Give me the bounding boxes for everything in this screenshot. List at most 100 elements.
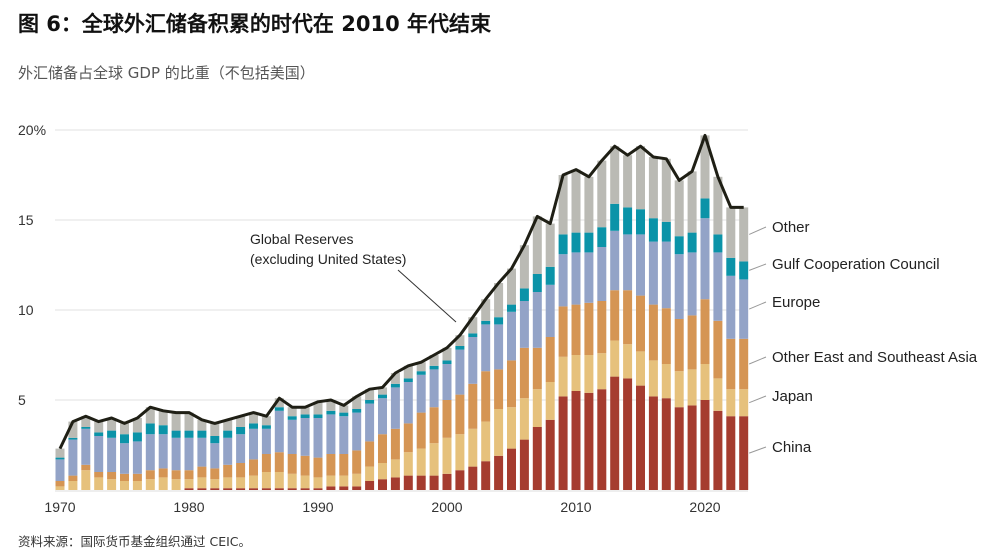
bar-other-east-and-southeast-asia-2018 xyxy=(675,319,684,371)
bar-china-1998 xyxy=(417,476,426,490)
bar-other-1978 xyxy=(159,411,168,425)
bar-other-east-and-southeast-asia-2001 xyxy=(455,395,464,435)
bar-europe-1984 xyxy=(236,434,245,463)
bar-europe-1979 xyxy=(172,438,181,470)
bar-japan-1982 xyxy=(210,479,219,488)
bar-europe-2017 xyxy=(662,242,671,309)
bar-japan-2016 xyxy=(649,360,658,396)
x-tick-label: 2000 xyxy=(431,499,462,515)
bar-china-1986 xyxy=(262,488,271,490)
legend-label: Gulf Cooperation Council xyxy=(772,256,940,273)
bar-europe-2006 xyxy=(520,301,529,348)
bar-japan-2015 xyxy=(636,351,645,385)
bar-gulf-cooperation-council-2007 xyxy=(533,274,542,292)
legend-leader xyxy=(749,357,766,364)
bar-europe-1997 xyxy=(404,382,413,423)
bar-europe-2011 xyxy=(584,252,593,302)
bar-other-east-and-southeast-asia-2002 xyxy=(468,384,477,429)
bar-europe-1980 xyxy=(185,438,194,470)
bar-china-2000 xyxy=(443,474,452,490)
x-tick-label: 1990 xyxy=(302,499,333,515)
bar-europe-2020 xyxy=(701,218,710,299)
bar-japan-1978 xyxy=(159,477,168,490)
bar-japan-1975 xyxy=(120,481,129,490)
bar-japan-1970 xyxy=(56,486,65,490)
bar-japan-2002 xyxy=(468,429,477,467)
bar-europe-1990 xyxy=(314,418,323,458)
bar-other-2015 xyxy=(636,146,645,209)
bar-gulf-cooperation-council-1977 xyxy=(146,423,155,434)
bar-gulf-cooperation-council-1971 xyxy=(68,438,77,440)
bar-gulf-cooperation-council-1993 xyxy=(352,409,361,413)
bar-japan-1973 xyxy=(94,477,103,490)
bar-china-2007 xyxy=(533,427,542,490)
bar-china-1980 xyxy=(185,488,194,490)
bar-gulf-cooperation-council-1992 xyxy=(339,413,348,417)
bar-china-2022 xyxy=(726,416,735,490)
bar-other-east-and-southeast-asia-1976 xyxy=(133,474,142,481)
legend-label: Other East and Southeast Asia xyxy=(772,349,978,366)
bar-europe-1981 xyxy=(197,438,206,467)
bar-europe-1973 xyxy=(94,436,103,472)
bar-gulf-cooperation-council-2013 xyxy=(610,204,619,231)
bar-gulf-cooperation-council-1988 xyxy=(288,416,297,420)
annotation-line-2: (excluding United States) xyxy=(250,251,406,267)
bar-japan-1974 xyxy=(107,479,116,490)
bar-europe-1977 xyxy=(146,434,155,470)
bar-other-2010 xyxy=(572,170,581,233)
bar-europe-2022 xyxy=(726,276,735,339)
bar-other-east-and-southeast-asia-2010 xyxy=(572,305,581,355)
annotation-line-1: Global Reserves xyxy=(250,231,354,247)
bar-europe-1983 xyxy=(223,438,232,465)
bar-gulf-cooperation-council-2020 xyxy=(701,198,710,218)
bar-gulf-cooperation-council-2004 xyxy=(494,317,503,324)
bar-china-2005 xyxy=(507,449,516,490)
bar-china-2013 xyxy=(610,377,619,490)
bar-other-2013 xyxy=(610,146,619,204)
bar-gulf-cooperation-council-2016 xyxy=(649,218,658,241)
bar-japan-1993 xyxy=(352,474,361,487)
bar-other-2023 xyxy=(739,207,748,261)
bar-other-east-and-southeast-asia-1978 xyxy=(159,468,168,477)
bar-japan-1997 xyxy=(404,452,413,475)
bar-gulf-cooperation-council-1978 xyxy=(159,425,168,434)
bar-china-1997 xyxy=(404,476,413,490)
bar-other-east-and-southeast-asia-1995 xyxy=(378,434,387,463)
bar-japan-1991 xyxy=(326,476,335,487)
bar-china-2003 xyxy=(481,461,490,490)
bar-europe-1976 xyxy=(133,441,142,473)
bar-japan-2001 xyxy=(455,434,464,470)
bar-europe-1986 xyxy=(262,429,271,454)
bar-japan-2020 xyxy=(701,364,710,400)
bar-china-2008 xyxy=(546,420,555,490)
bar-other-east-and-southeast-asia-1992 xyxy=(339,454,348,476)
bar-japan-1977 xyxy=(146,479,155,490)
bar-gulf-cooperation-council-1982 xyxy=(210,436,219,443)
legend-leader xyxy=(749,302,766,309)
bar-other-east-and-southeast-asia-1982 xyxy=(210,468,219,479)
bar-china-2006 xyxy=(520,440,529,490)
bar-other-east-and-southeast-asia-2007 xyxy=(533,348,542,389)
bar-other-east-and-southeast-asia-1999 xyxy=(430,407,439,443)
bar-other-east-and-southeast-asia-1985 xyxy=(249,459,258,475)
bar-china-1983 xyxy=(223,488,232,490)
bar-gulf-cooperation-council-2003 xyxy=(481,321,490,325)
bar-other-east-and-southeast-asia-1997 xyxy=(404,423,413,452)
bar-gulf-cooperation-council-1972 xyxy=(81,427,90,429)
bar-japan-1989 xyxy=(301,476,310,489)
bar-other-east-and-southeast-asia-1994 xyxy=(365,441,374,466)
bar-japan-2014 xyxy=(623,344,632,378)
bar-europe-1993 xyxy=(352,413,361,451)
bar-europe-1985 xyxy=(249,429,258,460)
bar-other-east-and-southeast-asia-1984 xyxy=(236,463,245,477)
bar-other-2017 xyxy=(662,159,671,222)
bar-europe-2004 xyxy=(494,324,503,369)
bar-china-1992 xyxy=(339,486,348,490)
bar-europe-1974 xyxy=(107,438,116,472)
bar-china-1991 xyxy=(326,486,335,490)
bar-europe-2009 xyxy=(559,254,568,306)
bar-japan-1983 xyxy=(223,477,232,488)
bar-gulf-cooperation-council-2017 xyxy=(662,222,671,242)
bar-gulf-cooperation-council-2006 xyxy=(520,288,529,301)
bar-japan-1992 xyxy=(339,476,348,487)
